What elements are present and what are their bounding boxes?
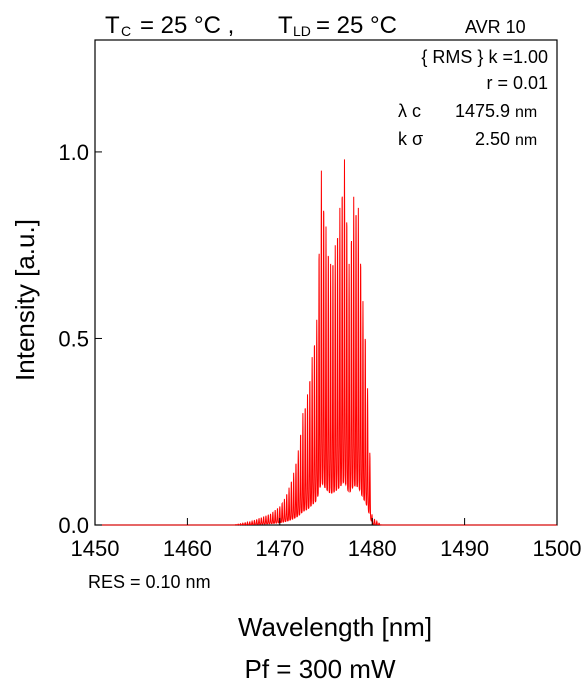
k-sigma-label: k σ <box>398 129 423 149</box>
x-tick-label: 1470 <box>255 536 304 561</box>
tc-value: = 25 °C , <box>140 12 234 39</box>
x-axis: 1450 1460 1470 1480 1490 1500 <box>71 518 582 561</box>
tld-symbol: T <box>278 12 293 39</box>
annotations: { RMS } k =1.00 r = 0.01 λ c 1475.9 nm k… <box>398 47 548 149</box>
avr-label: AVR 10 <box>465 17 526 37</box>
y-axis-label: Intensity [a.u.] <box>10 219 40 381</box>
rms-k-annotation: { RMS } k =1.00 <box>421 47 548 67</box>
k-sigma-unit: nm <box>515 132 537 149</box>
r-annotation: r = 0.01 <box>486 73 548 93</box>
x-axis-label: Wavelength [nm] <box>238 612 432 642</box>
tc-symbol: T <box>105 12 120 39</box>
lambda-c-unit: nm <box>515 104 537 121</box>
lambda-c-value: 1475.9 <box>455 101 510 121</box>
tld-value: = 25 °C <box>316 12 397 39</box>
y-tick-label: 0.0 <box>58 513 89 538</box>
y-axis: 0.0 0.5 1.0 <box>58 140 102 538</box>
spectrum-line <box>95 159 557 526</box>
plot-frame <box>94 39 558 526</box>
tld-subscript: LD <box>293 23 311 39</box>
chart-header: T C = 25 °C , T LD = 25 °C AVR 10 <box>105 12 526 39</box>
lambda-c-label: λ c <box>398 101 421 121</box>
power-footer: Pf = 300 mW <box>245 654 396 684</box>
tc-subscript: C <box>121 23 131 39</box>
y-tick-label: 0.5 <box>58 326 89 351</box>
x-tick-label: 1450 <box>71 536 120 561</box>
resolution-label: RES = 0.10 nm <box>88 572 211 592</box>
x-tick-label: 1500 <box>533 536 582 561</box>
k-sigma-value: 2.50 <box>475 129 510 149</box>
x-tick-label: 1490 <box>440 536 489 561</box>
x-tick-label: 1460 <box>163 536 212 561</box>
y-tick-label: 1.0 <box>58 140 89 165</box>
x-tick-label: 1480 <box>348 536 397 561</box>
